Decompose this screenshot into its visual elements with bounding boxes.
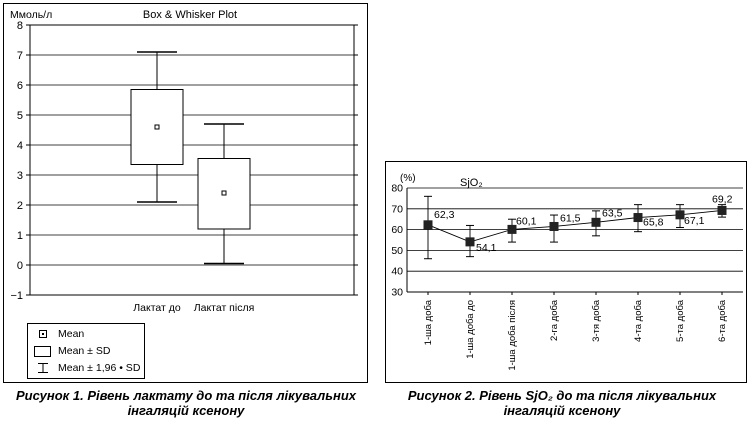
data-point: 61,5 bbox=[549, 212, 581, 243]
data-label: 60,1 bbox=[516, 215, 537, 227]
data-label: 69,2 bbox=[712, 193, 733, 205]
figure-1-caption-line1: Рисунок 1. Рівень лактату до та після лі… bbox=[15, 388, 357, 403]
y-tick-label: 80 bbox=[391, 183, 403, 195]
data-point: 54,1 bbox=[465, 224, 497, 258]
whisker-icon bbox=[34, 362, 52, 374]
figure-2-chart: (%) SjO₂ 80 70 60 50 40 30 62,3 54,1 60,1 61,5 63… bbox=[391, 173, 743, 371]
y-tick-label: 60 bbox=[391, 224, 403, 236]
y-tick-label: 1 bbox=[17, 230, 23, 242]
data-label: 61,5 bbox=[560, 212, 581, 224]
mean-marker bbox=[154, 124, 160, 130]
data-point: 65,8 bbox=[633, 204, 664, 233]
x-category-label: 5-та доба bbox=[675, 299, 686, 342]
data-label: 67,1 bbox=[684, 215, 705, 227]
y-tick-label: 7 bbox=[17, 50, 23, 62]
figure-1: Box & Whisker Plot Ммоль/л 8 7 6 5 4 3 2 1 0 −1 Л… bbox=[0, 0, 372, 422]
legend-item-ci: Mean ± 1,96 • SD bbox=[34, 361, 140, 375]
x-category-label: 1-ша доба bbox=[423, 299, 434, 345]
data-label: 54,1 bbox=[476, 242, 497, 254]
data-label: 62,3 bbox=[434, 209, 455, 221]
box-1 bbox=[130, 51, 184, 203]
figure-2-caption: Рисунок 2. Рівень SjO₂ до та після лікув… bbox=[375, 388, 749, 418]
y-tick-label: 4 bbox=[17, 140, 23, 152]
box-2 bbox=[197, 123, 251, 265]
x-category-label: Лактат до bbox=[133, 302, 181, 314]
data-marker bbox=[507, 224, 517, 234]
legend-item-sd: Mean ± SD bbox=[34, 344, 110, 358]
figure-2-caption-line1: Рисунок 2. Рівень SjO₂ до та після лікув… bbox=[407, 388, 717, 403]
legend-label-ci: Mean ± 1,96 • SD bbox=[58, 362, 141, 374]
figure-2: (%) SjO₂ 80 70 60 50 40 30 62,3 54,1 60,1 61,5 63… bbox=[375, 0, 749, 422]
x-category-label: 4-та доба bbox=[633, 299, 644, 342]
data-marker bbox=[675, 210, 685, 220]
plot-area bbox=[29, 24, 355, 296]
data-point: 69,2 bbox=[712, 193, 733, 218]
y-tick-label: −1 bbox=[10, 290, 23, 302]
figure-1-chart: Box & Whisker Plot Ммоль/л 8 7 6 5 4 3 2 1 0 −1 Л… bbox=[10, 9, 358, 314]
figure-2-caption-line2: інгаляцій ксенону bbox=[503, 403, 621, 418]
chart1-legend: Mean Mean ± SD Mean ± 1,96 • SD bbox=[27, 323, 145, 379]
figure-1-caption: Рисунок 1. Рівень лактату до та після лі… bbox=[0, 388, 372, 418]
data-marker bbox=[717, 205, 727, 215]
y-tick-label: 3 bbox=[17, 170, 23, 182]
data-marker bbox=[633, 213, 643, 223]
y-tick-label: 2 bbox=[17, 200, 23, 212]
data-marker bbox=[549, 221, 559, 231]
legend-item-mean: Mean bbox=[34, 327, 84, 341]
data-point: 67,1 bbox=[675, 204, 705, 229]
y-tick-label: 6 bbox=[17, 80, 23, 92]
series-line bbox=[427, 210, 723, 243]
data-marker bbox=[465, 237, 475, 247]
legend-label-mean: Mean bbox=[58, 328, 85, 340]
chart1-title: Box & Whisker Plot bbox=[143, 9, 237, 21]
chart1-ylabel: Ммоль/л bbox=[10, 9, 52, 21]
chart2-title: SjO₂ bbox=[460, 177, 483, 189]
y-tick-label: 30 bbox=[391, 287, 403, 299]
x-category-label: 2-га доба bbox=[549, 299, 560, 341]
data-point: 62,3 bbox=[423, 195, 455, 260]
figure-1-caption-line2: інгаляцій ксенону bbox=[127, 403, 245, 418]
x-category-label: 1-ша доба після bbox=[507, 300, 518, 371]
data-point: 60,1 bbox=[507, 215, 537, 243]
mean-marker bbox=[221, 190, 227, 196]
y-tick-label: 40 bbox=[391, 266, 403, 278]
y-tick-label: 5 bbox=[17, 110, 23, 122]
data-point: 63,5 bbox=[591, 207, 623, 237]
x-category-label: 3-тя доба bbox=[591, 299, 602, 342]
figure-1-frame bbox=[3, 3, 368, 383]
y-tick-label: 50 bbox=[391, 245, 403, 257]
x-category-label: 6-та доба bbox=[717, 299, 728, 342]
data-marker bbox=[423, 220, 433, 230]
mean-marker-icon bbox=[34, 328, 52, 340]
legend-label-sd: Mean ± SD bbox=[58, 345, 111, 357]
y-tick-label: 8 bbox=[17, 20, 23, 32]
data-label: 63,5 bbox=[602, 207, 623, 219]
box-icon bbox=[34, 345, 52, 357]
data-label: 65,8 bbox=[643, 217, 664, 229]
x-category-label: Лактат після bbox=[194, 302, 255, 314]
y-tick-label: 0 bbox=[17, 260, 23, 272]
figure-2-frame bbox=[385, 161, 747, 383]
chart2-ylabel: (%) bbox=[400, 173, 416, 184]
x-category-label: 1-ша доба до bbox=[465, 300, 476, 359]
y-tick-label: 70 bbox=[391, 203, 403, 215]
data-marker bbox=[591, 217, 601, 227]
